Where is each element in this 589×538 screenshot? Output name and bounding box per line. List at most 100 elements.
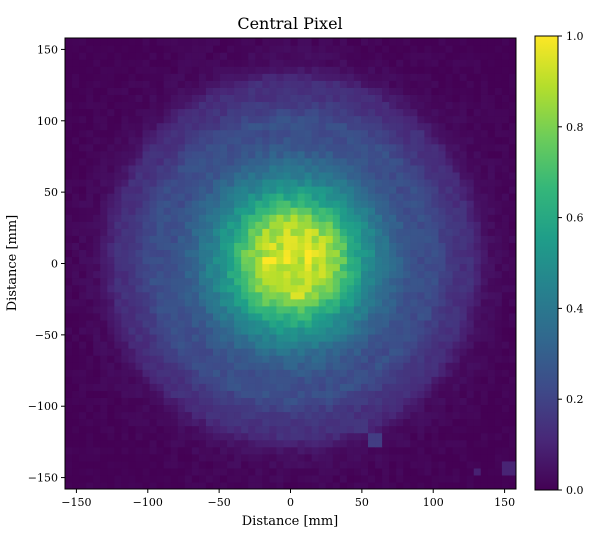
heatmap-cell	[403, 467, 411, 476]
heatmap-cell	[142, 221, 151, 229]
heatmap-cell	[198, 474, 207, 483]
heatmap-cell	[353, 362, 362, 370]
heatmap-cell	[283, 87, 292, 95]
heatmap-cell	[417, 164, 425, 173]
heatmap-cell	[72, 129, 80, 138]
heatmap-cell	[466, 326, 475, 335]
heatmap-cell	[128, 369, 137, 377]
heatmap-cell	[290, 439, 299, 448]
heatmap-cell	[445, 418, 454, 427]
heatmap-cell	[304, 460, 313, 469]
heatmap-cell	[353, 94, 362, 103]
heatmap-cell	[410, 256, 418, 265]
heatmap-cell	[353, 383, 362, 391]
heatmap-cell	[135, 397, 144, 406]
heatmap-cell	[360, 305, 369, 314]
heatmap-cell	[325, 143, 334, 152]
heatmap-cell	[100, 305, 108, 314]
heatmap-cell	[156, 432, 165, 441]
heatmap-cell	[283, 319, 292, 328]
heatmap-cell	[452, 249, 461, 258]
heatmap-cell	[198, 185, 207, 194]
heatmap-cell	[170, 80, 179, 88]
heatmap-cell	[283, 122, 292, 131]
heatmap-cell	[466, 277, 475, 286]
heatmap-cell	[262, 390, 270, 398]
heatmap-cell	[262, 355, 270, 363]
heatmap-cell	[353, 164, 362, 173]
heatmap-cell	[339, 38, 348, 46]
heatmap-cell	[269, 305, 278, 314]
heatmap-cell	[93, 355, 101, 363]
heatmap-cell	[262, 284, 270, 293]
heatmap-cell	[396, 404, 404, 413]
heatmap-cell	[410, 249, 418, 258]
heatmap-cell	[318, 185, 327, 194]
heatmap-cell	[184, 185, 193, 194]
heatmap-cell	[494, 193, 503, 201]
heatmap-cell	[86, 355, 94, 363]
heatmap-cell	[487, 481, 496, 489]
heatmap-cell	[501, 101, 510, 110]
heatmap-cell	[255, 101, 263, 110]
heatmap-cell	[93, 432, 101, 441]
heatmap-cell	[156, 66, 165, 74]
heatmap-cell	[466, 115, 475, 124]
heatmap-cell	[304, 80, 313, 88]
heatmap-cell	[107, 101, 115, 110]
heatmap-cell	[234, 341, 242, 349]
heatmap-cell	[311, 87, 320, 95]
heatmap-cell	[191, 45, 200, 53]
heatmap-cell	[234, 221, 242, 229]
heatmap-cell	[396, 143, 404, 152]
heatmap-cell	[494, 298, 503, 307]
heatmap-cell	[128, 164, 137, 173]
heatmap-cell	[452, 235, 461, 243]
heatmap-cell	[304, 38, 313, 46]
heatmap-cell	[135, 214, 144, 222]
heatmap-cell	[353, 221, 362, 229]
heatmap-cell	[417, 87, 425, 95]
heatmap-cell	[368, 157, 376, 166]
heatmap-cell	[424, 87, 433, 95]
heatmap-cell	[135, 474, 144, 483]
heatmap-cell	[382, 376, 390, 384]
heatmap-cell	[403, 404, 411, 413]
heatmap-cell	[135, 481, 144, 489]
heatmap-cell	[100, 291, 108, 300]
heatmap-cell	[297, 242, 306, 251]
heatmap-cell	[248, 298, 256, 307]
heatmap-cell	[227, 59, 235, 67]
heatmap-cell	[170, 319, 179, 328]
heatmap-cell	[382, 291, 390, 300]
heatmap-cell	[396, 312, 404, 321]
heatmap-cell	[424, 200, 433, 208]
heatmap-cell	[283, 52, 292, 60]
heatmap-cell	[72, 383, 80, 391]
heatmap-cell	[360, 284, 369, 293]
heatmap-cell	[248, 277, 256, 286]
heatmap-cell	[170, 108, 179, 117]
heatmap-cell	[86, 164, 94, 173]
heatmap-cell	[438, 129, 447, 138]
heatmap-cell	[121, 467, 130, 476]
heatmap-cell	[227, 66, 235, 74]
heatmap-cell	[128, 242, 137, 251]
heatmap-cell	[375, 80, 383, 88]
heatmap-cell	[452, 207, 461, 215]
heatmap-cell	[220, 242, 228, 251]
heatmap-cell	[93, 312, 101, 321]
heatmap-cell	[220, 411, 228, 420]
heatmap-cell	[410, 397, 418, 406]
heatmap-cell	[494, 235, 503, 243]
heatmap-cell	[473, 136, 482, 145]
heatmap-cell	[304, 390, 313, 398]
heatmap-cell	[360, 122, 369, 131]
heatmap-cell	[332, 376, 341, 384]
heatmap-cell	[276, 80, 285, 88]
heatmap-cell	[487, 446, 496, 455]
heatmap-cell	[466, 425, 475, 434]
heatmap-cell	[417, 467, 425, 476]
heatmap-cell	[262, 326, 270, 335]
heatmap-cell	[346, 171, 355, 180]
